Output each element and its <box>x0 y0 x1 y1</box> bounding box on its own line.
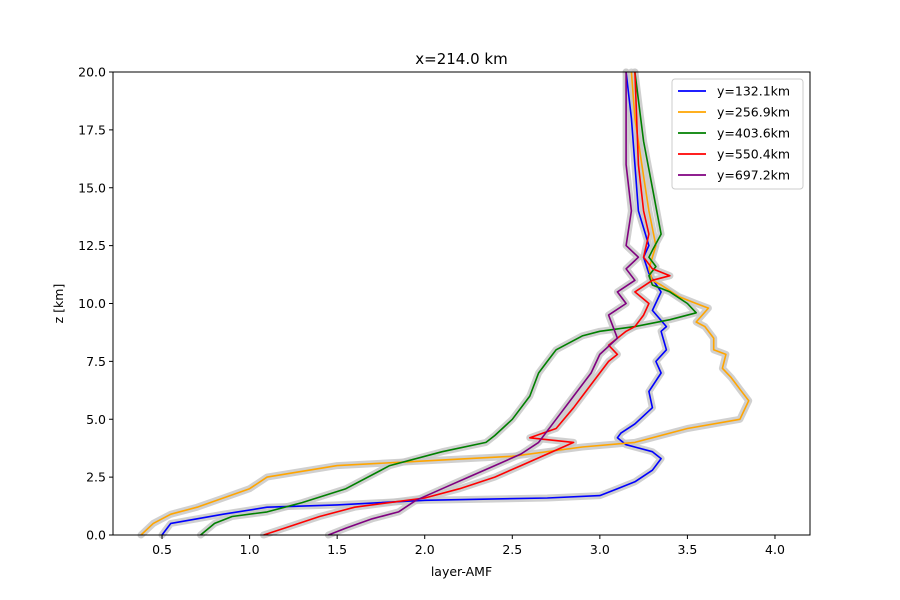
y-tick-label: 2.5 <box>86 470 106 485</box>
y-tick-label: 5.0 <box>86 412 106 427</box>
legend-entries: y=132.1km y=256.9km y=403.6km y=550.4km y=69… <box>678 84 790 183</box>
y-axis-label: z [km] <box>51 284 66 324</box>
series-line-1 <box>161 71 668 536</box>
x-tick-label: 0.5 <box>152 542 172 557</box>
y-tick-label: 10.0 <box>78 296 106 311</box>
legend-box <box>671 78 804 190</box>
x-tick-label: 2.0 <box>415 542 435 557</box>
x-axis-ticks: 0.5 1.0 1.5 2.0 2.5 3.0 3.5 4.0 <box>152 535 785 557</box>
series-line-5 <box>328 72 640 536</box>
y-tick-label: 15.0 <box>78 180 106 195</box>
x-tick-label: 4.0 <box>765 542 785 557</box>
series-band-1 <box>158 68 670 539</box>
series-lines <box>140 71 750 536</box>
uncertainty-bands <box>137 68 753 539</box>
legend-label-3: y=403.6km <box>717 126 790 141</box>
y-tick-label: 12.5 <box>78 238 106 253</box>
chart-title: x=214.0 km <box>415 50 507 68</box>
y-tick-label: 17.5 <box>78 122 106 137</box>
series-line-3 <box>200 71 698 536</box>
x-tick-label: 3.5 <box>677 542 697 557</box>
x-tick-label: 2.5 <box>502 542 522 557</box>
y-tick-label: 20.0 <box>78 65 106 80</box>
legend-label-4: y=550.4km <box>717 147 790 162</box>
legend: y=132.1km y=256.9km y=403.6km y=550.4km y=69… <box>671 78 804 190</box>
series-line-4 <box>263 71 671 536</box>
x-tick-label: 3.0 <box>590 542 610 557</box>
x-tick-label: 1.0 <box>240 542 260 557</box>
y-axis-ticks: 0.0 2.5 5.0 7.5 10.0 12.5 15.0 17.5 20.0 <box>78 65 113 543</box>
y-tick-label: 7.5 <box>86 354 106 369</box>
legend-label-1: y=132.1km <box>717 84 790 99</box>
legend-label-5: y=697.2km <box>717 168 790 183</box>
y-tick-label: 0.0 <box>86 528 106 543</box>
x-axis-label: layer-AMF <box>431 564 492 579</box>
legend-label-2: y=256.9km <box>717 105 790 120</box>
x-tick-label: 1.5 <box>327 542 347 557</box>
